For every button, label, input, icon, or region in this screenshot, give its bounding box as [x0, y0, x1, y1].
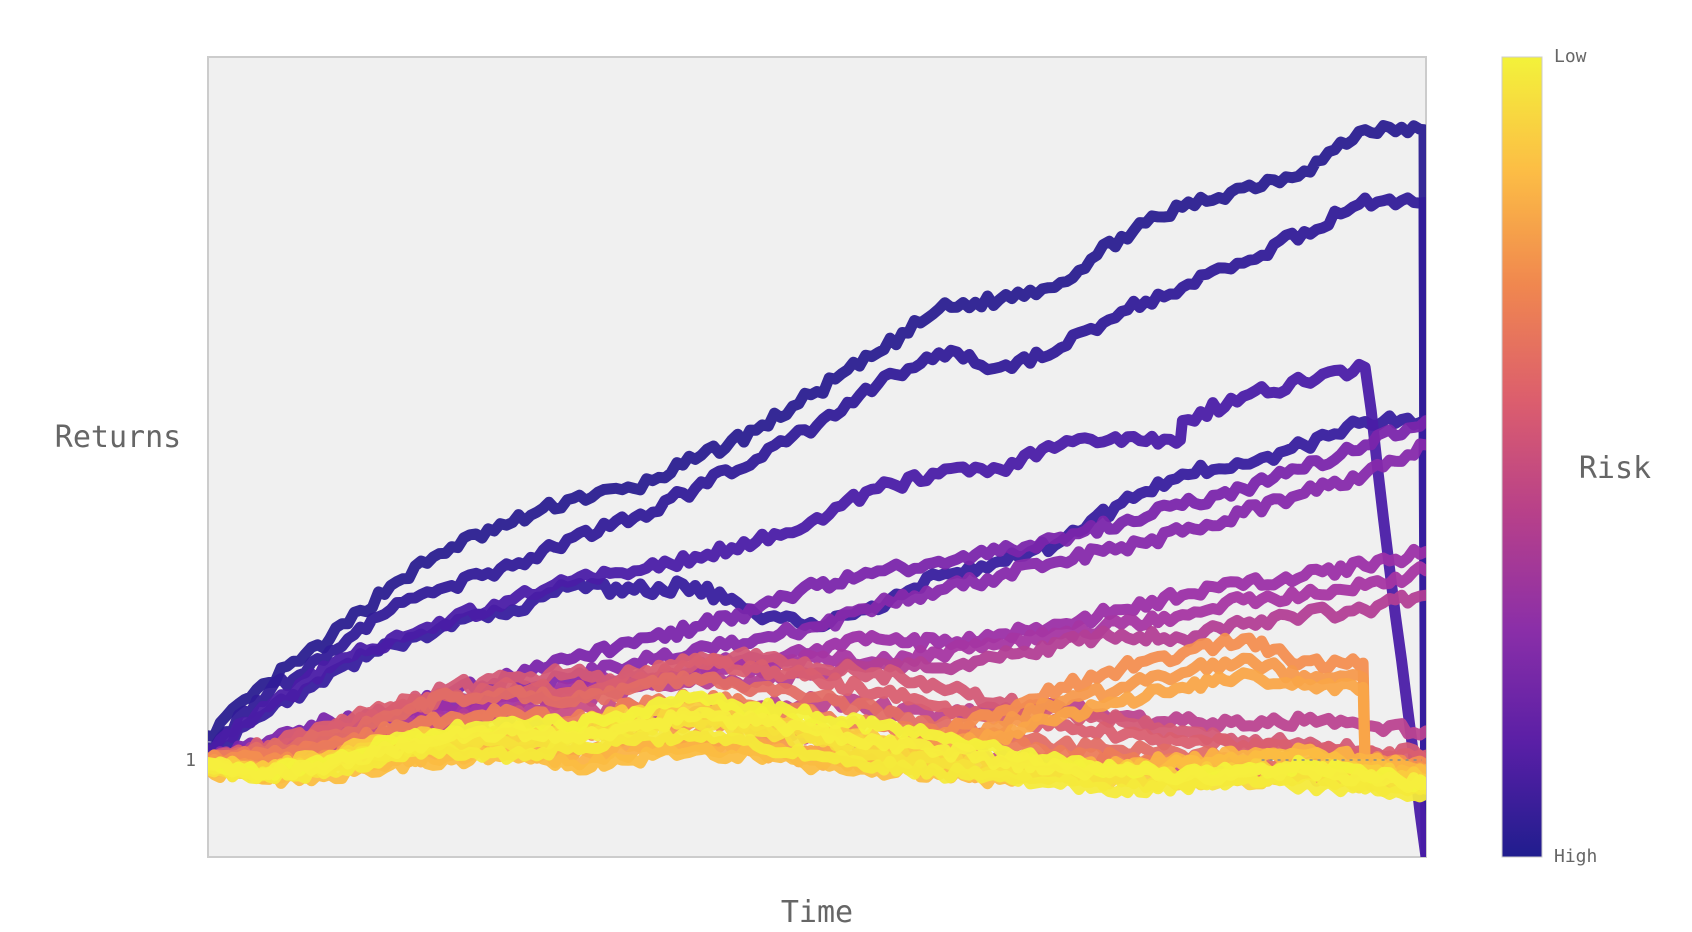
colorbar-top-label: Low [1554, 46, 1587, 67]
series-line-7 [208, 543, 1426, 767]
series-layer [208, 120, 1426, 857]
y-tick-label-1: 1 [185, 750, 196, 771]
series-line-4 [208, 358, 1426, 857]
series-line-1 [208, 120, 1426, 857]
x-axis-label: Time [781, 895, 853, 930]
series-line-20 [208, 742, 1426, 790]
y-axis-label: Returns [55, 420, 181, 455]
series-line-2 [208, 192, 1426, 857]
colorbar-bottom-label: High [1554, 846, 1597, 867]
series-line-26 [208, 706, 1426, 794]
colorbar-title: Risk [1579, 451, 1651, 486]
colorbar [1501, 56, 1543, 858]
series-line-13 [208, 652, 1426, 767]
